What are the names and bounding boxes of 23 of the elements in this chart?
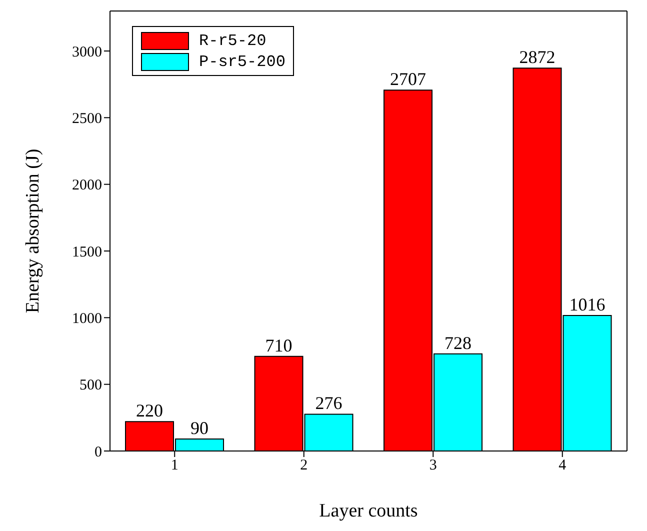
legend-label: P-sr5-200 (199, 52, 286, 70)
data-label: 2872 (519, 47, 556, 68)
legend-label: R-r5-20 (199, 32, 266, 50)
x-tick-label: 1 (170, 458, 178, 474)
x-tick-label: 2 (300, 458, 308, 474)
y-tick-label: 1500 (72, 244, 102, 260)
y-tick-label: 2000 (72, 178, 102, 194)
data-label: 90 (190, 418, 209, 438)
data-label: 2707 (390, 69, 426, 90)
x-tick-label: 3 (429, 458, 437, 474)
data-label: 1016 (569, 294, 606, 315)
y-tick-label: 1000 (72, 310, 102, 327)
data-label: 220 (136, 400, 164, 421)
y-tick-label: 0 (94, 444, 102, 460)
y-tick-label: 3000 (72, 44, 102, 60)
data-label: 728 (444, 332, 472, 353)
y-tick-label: 2500 (72, 110, 102, 127)
data-label: 276 (315, 393, 342, 414)
x-axis-title: Layer counts (319, 500, 418, 522)
data-label: 710 (265, 335, 292, 356)
x-tick-label: 4 (558, 458, 567, 474)
y-axis-title: Energy absorption (J) (22, 148, 44, 314)
y-tick-label: 500 (80, 378, 102, 394)
